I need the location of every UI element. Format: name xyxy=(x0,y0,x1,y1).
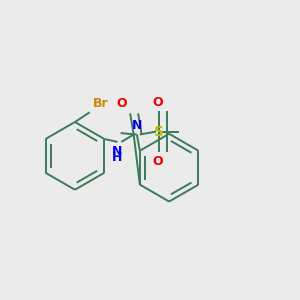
Text: N: N xyxy=(112,145,123,158)
Text: O: O xyxy=(152,96,163,109)
Text: N: N xyxy=(132,118,142,132)
Text: H: H xyxy=(112,151,123,164)
Text: O: O xyxy=(117,98,127,110)
Text: S: S xyxy=(154,124,164,139)
Text: Br: Br xyxy=(93,97,108,110)
Text: O: O xyxy=(152,154,163,168)
